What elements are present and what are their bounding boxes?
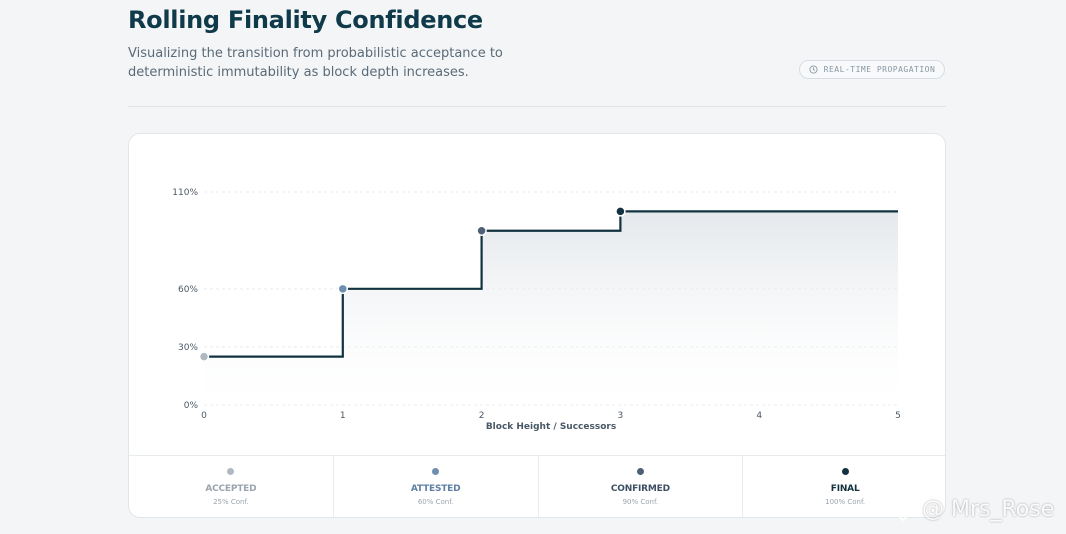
legend-item-attested: ATTESTED 60% Conf.	[334, 456, 539, 517]
x-tick-label: 5	[895, 411, 901, 421]
finality-stage-legend: ACCEPTED 25% Conf. ATTESTED 60% Conf. CONFIR…	[129, 455, 945, 517]
x-tick-label: 1	[340, 411, 346, 421]
y-tick-label: 0%	[184, 401, 199, 411]
legend-item-confirmed: CONFIRMED 90% Conf.	[539, 456, 744, 517]
header-divider	[128, 106, 946, 107]
data-point-marker	[476, 225, 487, 236]
legend-stage-name: FINAL	[830, 484, 860, 494]
x-tick-label: 0	[201, 411, 207, 421]
x-tick-label: 2	[479, 411, 485, 421]
watermark: @ Mrs_Rose	[890, 496, 1054, 522]
legend-stage-name: ACCEPTED	[205, 484, 257, 494]
legend-confidence: 25% Conf.	[213, 498, 249, 506]
y-tick-label: 30%	[178, 343, 198, 353]
finality-chart: 0% 30% 60% 110% 0 1 2 3 4 5 Block Height / Succes…	[172, 188, 901, 432]
realtime-propagation-badge: REAL-TIME PROPAGATION	[799, 60, 945, 79]
diamond-logo-icon	[890, 496, 916, 522]
data-point-marker	[198, 351, 210, 362]
legend-dot	[841, 468, 849, 475]
legend-item-final: FINAL 100% Conf.	[743, 456, 945, 517]
confidence-area	[204, 211, 898, 405]
x-tick-label: 4	[756, 411, 762, 421]
data-point-marker	[337, 283, 349, 295]
legend-item-accepted: ACCEPTED 25% Conf.	[129, 456, 334, 517]
legend-confidence: 90% Conf.	[622, 498, 659, 506]
legend-stage-name: ATTESTED	[410, 484, 461, 494]
legend-stage-name: CONFIRMED	[610, 484, 670, 494]
chart-card: 0% 30% 60% 110% 0 1 2 3 4 5 Block Height / Succes…	[128, 133, 946, 518]
legend-dot	[227, 468, 235, 475]
legend-dot	[636, 468, 644, 475]
y-tick-label: 110%	[172, 188, 198, 198]
legend-confidence: 100% Conf.	[825, 498, 866, 506]
page-subtitle: Visualizing the transition from probabil…	[128, 46, 503, 80]
badge-label: REAL-TIME PROPAGATION	[823, 65, 936, 74]
watermark-text: @ Mrs_Rose	[922, 496, 1055, 522]
x-axis-label: Block Height / Successors	[486, 422, 616, 432]
page-title: Rolling Finality Confidence	[128, 6, 483, 34]
legend-confidence: 60% Conf.	[417, 498, 454, 506]
clock-icon	[809, 65, 818, 74]
x-tick-label: 3	[618, 411, 624, 421]
legend-dot	[432, 468, 440, 475]
y-tick-label: 60%	[178, 285, 198, 295]
data-point-marker	[615, 206, 626, 217]
